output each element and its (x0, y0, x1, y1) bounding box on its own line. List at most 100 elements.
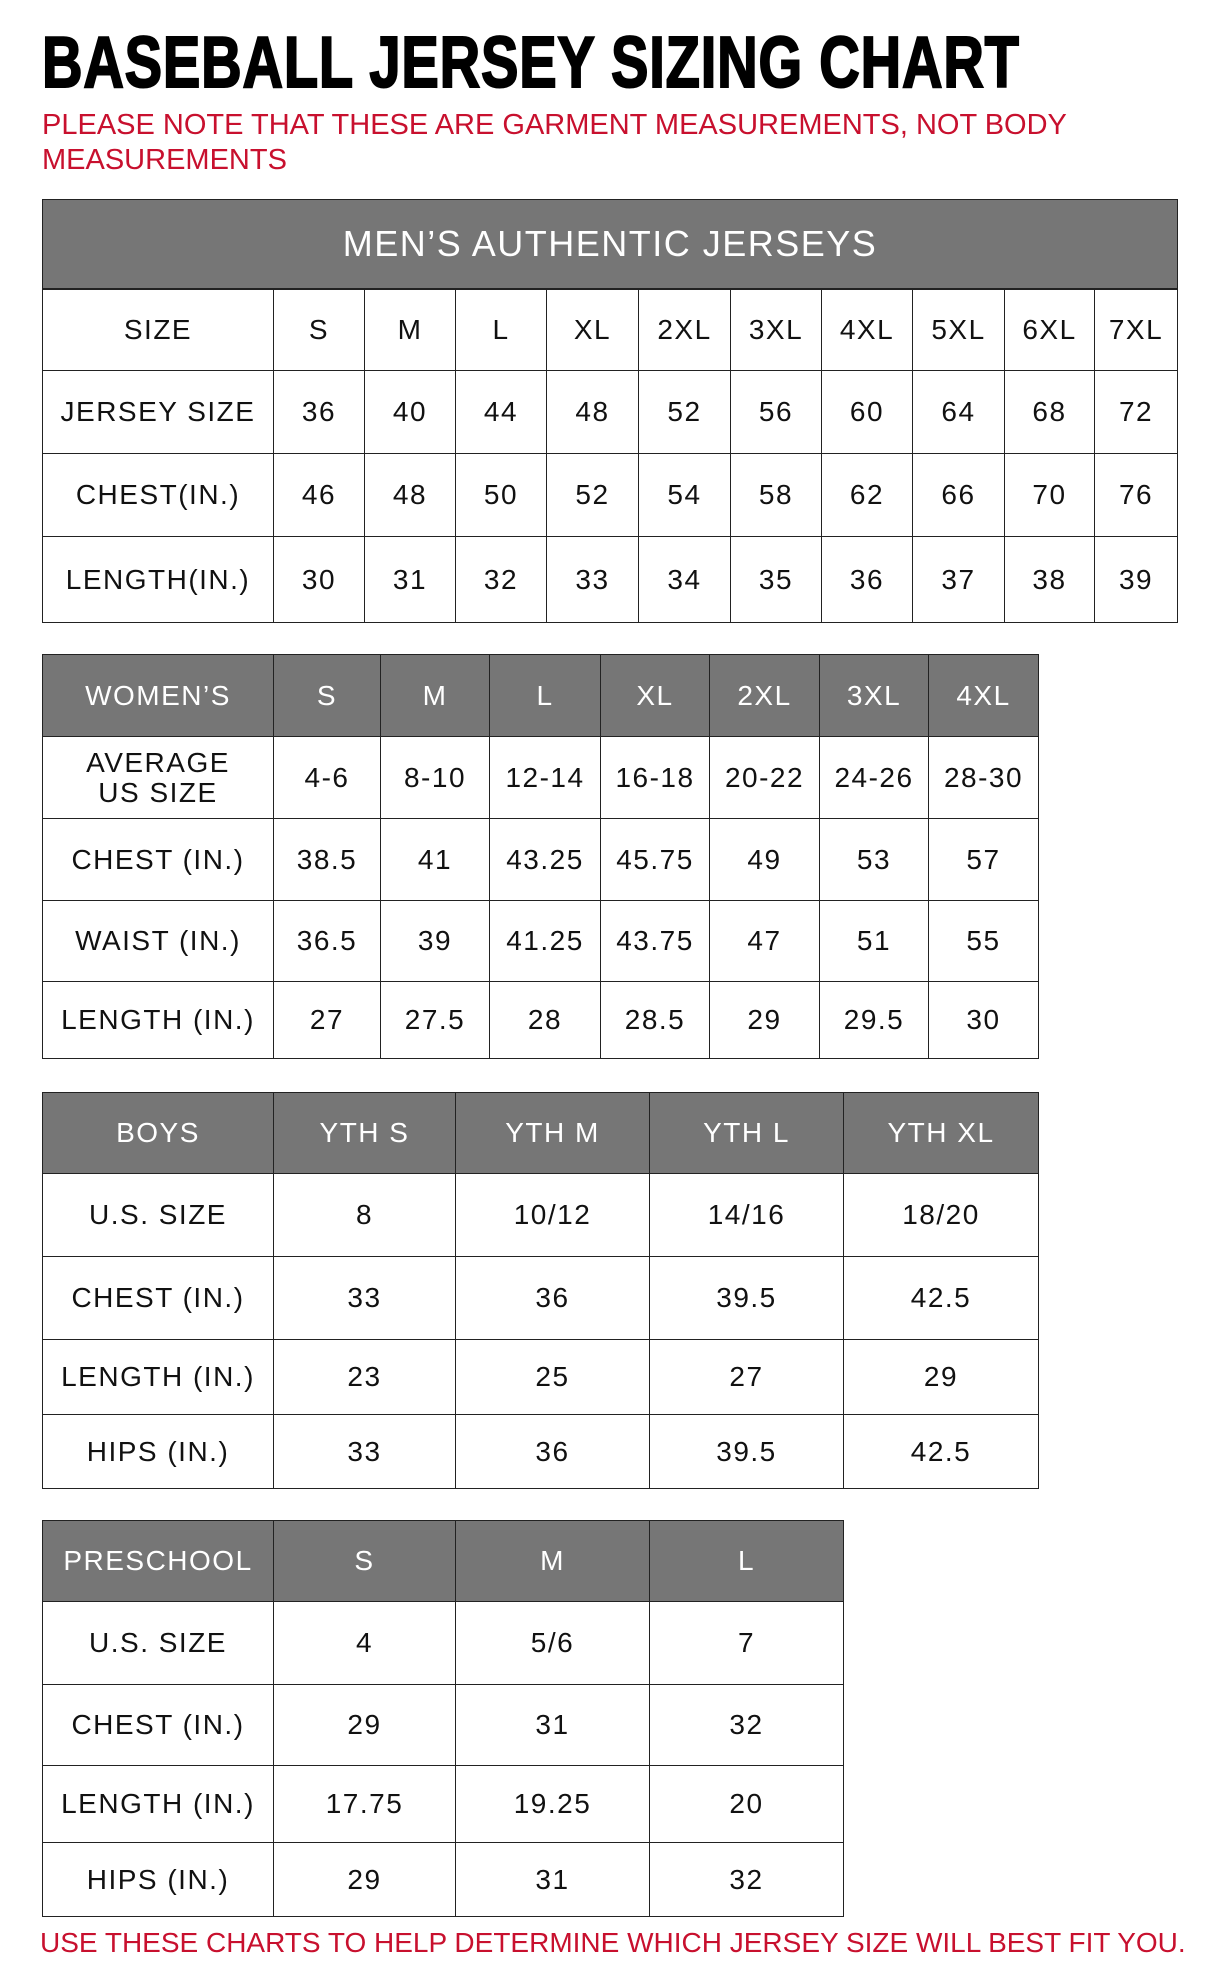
row-label: LENGTH (IN.) (42, 1339, 274, 1415)
measurement-cell: 41.25 (489, 900, 601, 982)
measurement-cell: 36.5 (273, 900, 381, 982)
measurement-cell: 31 (455, 1684, 650, 1766)
table-row: CHEST (IN.) 33 36 39.5 42.5 (42, 1256, 1039, 1340)
measurement-cell: 47 (709, 900, 820, 982)
size-header: S (273, 288, 365, 371)
measurement-cell: 25 (455, 1339, 650, 1415)
garment-measurement-note: PLEASE NOTE THAT THESE ARE GARMENT MEASU… (42, 109, 1067, 176)
measurement-cell: 68 (1004, 370, 1095, 454)
measurement-cell: 51 (819, 900, 929, 982)
measurement-cell: 44 (455, 370, 547, 454)
measurement-cell: 36 (455, 1414, 650, 1489)
size-header: M (380, 654, 490, 737)
measurement-cell: 50 (455, 453, 547, 537)
table-title: MEN’S AUTHENTIC JERSEYS (41, 199, 1179, 290)
measurement-cell: 14/16 (649, 1173, 844, 1257)
row-label: CHEST (IN.) (42, 1256, 274, 1340)
measurement-cell: 39.5 (649, 1256, 844, 1340)
measurement-cell: 19.25 (455, 1765, 650, 1843)
measurement-cell: 33 (273, 1414, 456, 1489)
preschool-table: PRESCHOOL S M L U.S. SIZE 4 5/6 7 CHEST (IN.) 29 3… (42, 1520, 844, 1917)
size-header: 3XL (819, 654, 929, 737)
measurement-cell: 48 (546, 370, 639, 454)
measurement-cell: 56 (730, 370, 822, 454)
measurement-cell: 29.5 (819, 981, 929, 1059)
measurement-cell: 5/6 (455, 1601, 650, 1685)
measurement-cell: 20-22 (709, 736, 820, 819)
mens-authentic-jerseys-table: MEN’S AUTHENTIC JERSEYS SIZE S M L XL 2XL 3XL 4X… (41, 199, 1179, 623)
measurement-cell: 10/12 (455, 1173, 650, 1257)
measurement-cell: 27.5 (380, 981, 490, 1059)
measurement-cell: 39 (380, 900, 490, 982)
table-row: WAIST (IN.) 36.5 39 41.25 43.75 47 51 55 (42, 900, 1039, 982)
measurement-cell: 24-26 (819, 736, 929, 819)
measurement-cell: 32 (649, 1842, 844, 1917)
measurement-cell: 28 (489, 981, 601, 1059)
measurement-cell: 34 (638, 536, 731, 623)
header-row: WOMEN’S S M L XL 2XL 3XL 4XL (42, 654, 1039, 737)
size-header: 7XL (1093, 288, 1179, 371)
measurement-cell: 4-6 (273, 736, 381, 819)
size-header: YTH S (273, 1092, 456, 1174)
measurement-cell: 52 (546, 453, 639, 537)
measurement-cell: 20 (649, 1765, 844, 1843)
measurement-cell: 57 (928, 818, 1039, 901)
table-row: HIPS (IN.) 33 36 39.5 42.5 (42, 1414, 1039, 1489)
table-row: CHEST (IN.) 38.5 41 43.25 45.75 49 53 57 (42, 818, 1039, 901)
measurement-cell: 37 (912, 536, 1005, 623)
measurement-cell: 39 (1093, 536, 1179, 623)
row-label: WAIST (IN.) (42, 900, 274, 982)
size-header: S (273, 1520, 456, 1602)
table-row: CHEST(IN.) 46 48 50 52 54 58 62 66 70 76 (42, 453, 1179, 537)
row-label: CHEST(IN.) (42, 453, 274, 537)
measurement-cell: 12-14 (489, 736, 601, 819)
measurement-cell: 62 (821, 453, 913, 537)
row-label: HIPS (IN.) (42, 1842, 274, 1917)
measurement-cell: 17.75 (273, 1765, 456, 1843)
row-label: U.S. SIZE (42, 1173, 274, 1257)
table-row: HIPS (IN.) 29 31 32 (42, 1842, 844, 1917)
size-header: YTH L (649, 1092, 844, 1174)
measurement-cell: 27 (649, 1339, 844, 1415)
measurement-cell: 29 (273, 1684, 456, 1766)
measurement-cell: 33 (273, 1256, 456, 1340)
measurement-cell: 38 (1004, 536, 1095, 623)
measurement-cell: 30 (273, 536, 365, 623)
measurement-cell: 7 (649, 1601, 844, 1685)
header-row: SIZE S M L XL 2XL 3XL 4XL 5XL 6XL 7XL (42, 288, 1179, 371)
header-label: PRESCHOOL (42, 1520, 274, 1602)
size-header: M (364, 288, 456, 371)
header-label: WOMEN’S (42, 654, 274, 737)
row-label: HIPS (IN.) (42, 1414, 274, 1489)
size-header: YTH XL (843, 1092, 1039, 1174)
measurement-cell: 32 (649, 1684, 844, 1766)
measurement-cell: 38.5 (273, 818, 381, 901)
table-row: LENGTH (IN.) 17.75 19.25 20 (42, 1765, 844, 1843)
table-row: JERSEY SIZE 36 40 44 48 52 56 60 64 68 72 (42, 370, 1179, 454)
measurement-cell: 30 (928, 981, 1039, 1059)
table-row: LENGTH (IN.) 23 25 27 29 (42, 1339, 1039, 1415)
size-header: 5XL (912, 288, 1005, 371)
measurement-cell: 45.75 (600, 818, 710, 901)
measurement-cell: 32 (455, 536, 547, 623)
size-header: 6XL (1004, 288, 1095, 371)
size-header: 4XL (928, 654, 1039, 737)
boys-table: BOYS YTH S YTH M YTH L YTH XL U.S. SIZE 8 10/12… (42, 1092, 1039, 1489)
table-row: LENGTH(IN.) 30 31 32 33 34 35 36 37 38 39 (42, 536, 1179, 623)
measurement-cell: 18/20 (843, 1173, 1039, 1257)
measurement-cell: 64 (912, 370, 1005, 454)
measurement-cell: 43.25 (489, 818, 601, 901)
size-header: 3XL (730, 288, 822, 371)
measurement-cell: 55 (928, 900, 1039, 982)
womens-table: WOMEN’S S M L XL 2XL 3XL 4XL AVERAGE US SIZE 4-6 8… (42, 654, 1039, 1059)
measurement-cell: 31 (364, 536, 456, 623)
row-label: AVERAGE US SIZE (42, 736, 274, 819)
row-label: LENGTH(IN.) (42, 536, 274, 623)
measurement-cell: 46 (273, 453, 365, 537)
measurement-cell: 31 (455, 1842, 650, 1917)
measurement-cell: 41 (380, 818, 490, 901)
measurement-cell: 54 (638, 453, 731, 537)
measurement-cell: 35 (730, 536, 822, 623)
table-row: LENGTH (IN.) 27 27.5 28 28.5 29 29.5 30 (42, 981, 1039, 1059)
measurement-cell: 36 (273, 370, 365, 454)
